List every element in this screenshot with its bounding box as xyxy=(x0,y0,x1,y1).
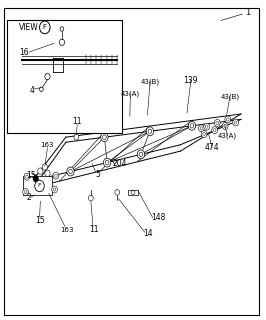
Text: 43(B): 43(B) xyxy=(140,78,160,84)
Text: 43(A): 43(A) xyxy=(218,132,237,139)
Circle shape xyxy=(52,186,57,193)
Text: VIEW: VIEW xyxy=(19,23,38,32)
Circle shape xyxy=(53,172,59,179)
Circle shape xyxy=(23,188,28,196)
Circle shape xyxy=(103,158,111,167)
Bar xyxy=(23,176,52,196)
Text: 15: 15 xyxy=(26,172,36,180)
Circle shape xyxy=(201,131,207,138)
Circle shape xyxy=(225,116,231,123)
Circle shape xyxy=(146,127,153,136)
Circle shape xyxy=(137,150,145,159)
Circle shape xyxy=(204,123,210,130)
Text: 204: 204 xyxy=(112,159,127,168)
Circle shape xyxy=(40,21,50,34)
Text: 15: 15 xyxy=(35,216,44,225)
Circle shape xyxy=(35,180,44,192)
Circle shape xyxy=(222,123,228,130)
Text: 11: 11 xyxy=(72,117,82,126)
Text: 4: 4 xyxy=(29,86,34,95)
Circle shape xyxy=(89,195,93,201)
Circle shape xyxy=(115,189,120,195)
Text: 139: 139 xyxy=(184,76,198,84)
Bar xyxy=(7,20,122,133)
Circle shape xyxy=(67,167,74,176)
Text: 5: 5 xyxy=(95,170,100,179)
Text: F: F xyxy=(43,24,47,30)
Circle shape xyxy=(60,27,64,31)
Circle shape xyxy=(40,87,43,92)
Circle shape xyxy=(59,39,65,45)
Text: 1: 1 xyxy=(245,8,250,17)
Circle shape xyxy=(45,170,50,177)
Text: 163: 163 xyxy=(60,227,74,233)
Text: 14: 14 xyxy=(143,229,153,238)
Circle shape xyxy=(74,134,79,140)
Text: 16: 16 xyxy=(19,48,28,57)
Circle shape xyxy=(188,121,196,130)
Text: 163: 163 xyxy=(41,142,54,148)
Circle shape xyxy=(42,164,47,170)
Circle shape xyxy=(33,175,38,182)
Circle shape xyxy=(214,119,220,126)
Text: 148: 148 xyxy=(152,213,166,222)
Circle shape xyxy=(212,127,218,134)
Circle shape xyxy=(198,125,204,132)
Circle shape xyxy=(233,119,239,126)
Circle shape xyxy=(45,73,50,80)
Text: 474: 474 xyxy=(205,143,219,152)
Text: 11: 11 xyxy=(89,225,99,234)
Text: F: F xyxy=(38,183,41,188)
Circle shape xyxy=(38,168,43,174)
Text: 43(B): 43(B) xyxy=(220,93,239,100)
Circle shape xyxy=(24,173,30,180)
Text: 43(A): 43(A) xyxy=(121,90,140,97)
Circle shape xyxy=(101,133,108,142)
Bar xyxy=(128,190,138,195)
Text: 2: 2 xyxy=(27,193,31,202)
